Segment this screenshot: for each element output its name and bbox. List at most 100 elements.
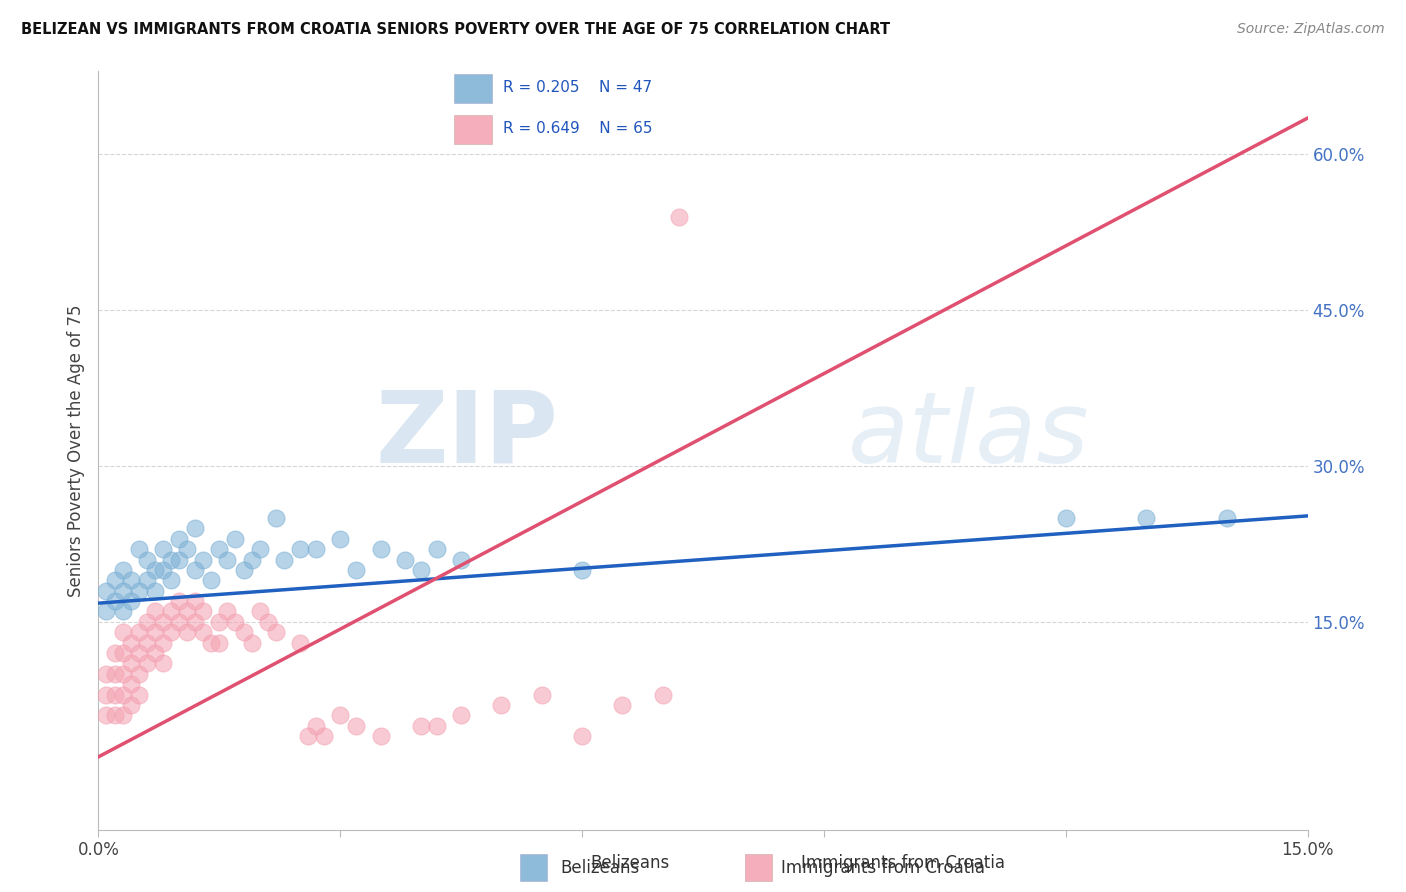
- Point: [240, 635, 263, 649]
- FancyBboxPatch shape: [745, 855, 772, 881]
- Point: [249, 542, 271, 557]
- Point: [111, 583, 134, 598]
- Point: [491, 698, 513, 712]
- Point: [200, 635, 222, 649]
- Point: [1135, 511, 1157, 525]
- Point: [273, 552, 295, 566]
- Point: [152, 563, 174, 577]
- Point: [111, 666, 134, 681]
- FancyBboxPatch shape: [454, 115, 492, 144]
- Point: [103, 574, 125, 588]
- Point: [96, 688, 118, 702]
- Text: R = 0.649    N = 65: R = 0.649 N = 65: [503, 121, 652, 136]
- Text: R = 0.205    N = 47: R = 0.205 N = 47: [503, 80, 652, 95]
- Text: BELIZEAN VS IMMIGRANTS FROM CROATIA SENIORS POVERTY OVER THE AGE OF 75 CORRELATI: BELIZEAN VS IMMIGRANTS FROM CROATIA SENI…: [21, 22, 890, 37]
- Point: [249, 604, 271, 618]
- Point: [167, 552, 190, 566]
- Text: Immigrants from Croatia: Immigrants from Croatia: [782, 859, 986, 877]
- Point: [193, 552, 215, 566]
- Point: [208, 615, 231, 629]
- Point: [135, 552, 157, 566]
- Point: [120, 698, 142, 712]
- Point: [184, 615, 207, 629]
- Point: [370, 542, 392, 557]
- Point: [135, 574, 157, 588]
- Point: [135, 635, 157, 649]
- Point: [128, 583, 150, 598]
- Point: [571, 729, 593, 743]
- Point: [128, 666, 150, 681]
- Point: [103, 646, 125, 660]
- Point: [135, 615, 157, 629]
- Point: [111, 708, 134, 723]
- Point: [120, 594, 142, 608]
- Point: [152, 635, 174, 649]
- Point: [256, 615, 278, 629]
- Point: [232, 563, 254, 577]
- Point: [128, 625, 150, 640]
- Point: [193, 625, 215, 640]
- Point: [128, 542, 150, 557]
- Point: [208, 635, 231, 649]
- Point: [426, 719, 449, 733]
- Point: [240, 552, 263, 566]
- Point: [160, 625, 183, 640]
- Point: [103, 594, 125, 608]
- Point: [612, 698, 634, 712]
- Point: [370, 729, 392, 743]
- Point: [305, 542, 328, 557]
- Point: [530, 688, 553, 702]
- Point: [167, 594, 190, 608]
- Point: [143, 583, 166, 598]
- Point: [329, 708, 352, 723]
- Point: [450, 708, 472, 723]
- Point: [111, 563, 134, 577]
- FancyBboxPatch shape: [454, 74, 492, 103]
- Point: [96, 708, 118, 723]
- Point: [329, 532, 352, 546]
- Point: [128, 646, 150, 660]
- Text: Belizeans: Belizeans: [591, 855, 669, 872]
- Text: Source: ZipAtlas.com: Source: ZipAtlas.com: [1237, 22, 1385, 37]
- Point: [1054, 511, 1077, 525]
- Point: [314, 729, 336, 743]
- Point: [426, 542, 449, 557]
- Point: [224, 615, 246, 629]
- Text: atlas: atlas: [848, 387, 1090, 483]
- Point: [160, 552, 183, 566]
- Point: [344, 719, 367, 733]
- Point: [184, 594, 207, 608]
- Point: [143, 604, 166, 618]
- Point: [668, 210, 690, 224]
- Point: [297, 729, 319, 743]
- Text: ZIP: ZIP: [375, 387, 558, 483]
- Point: [120, 574, 142, 588]
- Point: [224, 532, 246, 546]
- Point: [193, 604, 215, 618]
- Point: [184, 563, 207, 577]
- Point: [103, 708, 125, 723]
- Point: [111, 604, 134, 618]
- Point: [96, 604, 118, 618]
- Point: [1216, 511, 1239, 525]
- Point: [128, 688, 150, 702]
- Point: [176, 542, 198, 557]
- FancyBboxPatch shape: [520, 855, 547, 881]
- Point: [409, 719, 432, 733]
- Point: [344, 563, 367, 577]
- Point: [152, 657, 174, 671]
- Point: [152, 615, 174, 629]
- Point: [200, 574, 222, 588]
- Point: [184, 521, 207, 535]
- Point: [120, 635, 142, 649]
- Point: [217, 552, 239, 566]
- Point: [135, 657, 157, 671]
- Point: [96, 583, 118, 598]
- Point: [152, 542, 174, 557]
- Point: [103, 688, 125, 702]
- Point: [111, 646, 134, 660]
- Point: [120, 657, 142, 671]
- Point: [111, 688, 134, 702]
- Point: [143, 625, 166, 640]
- Point: [143, 646, 166, 660]
